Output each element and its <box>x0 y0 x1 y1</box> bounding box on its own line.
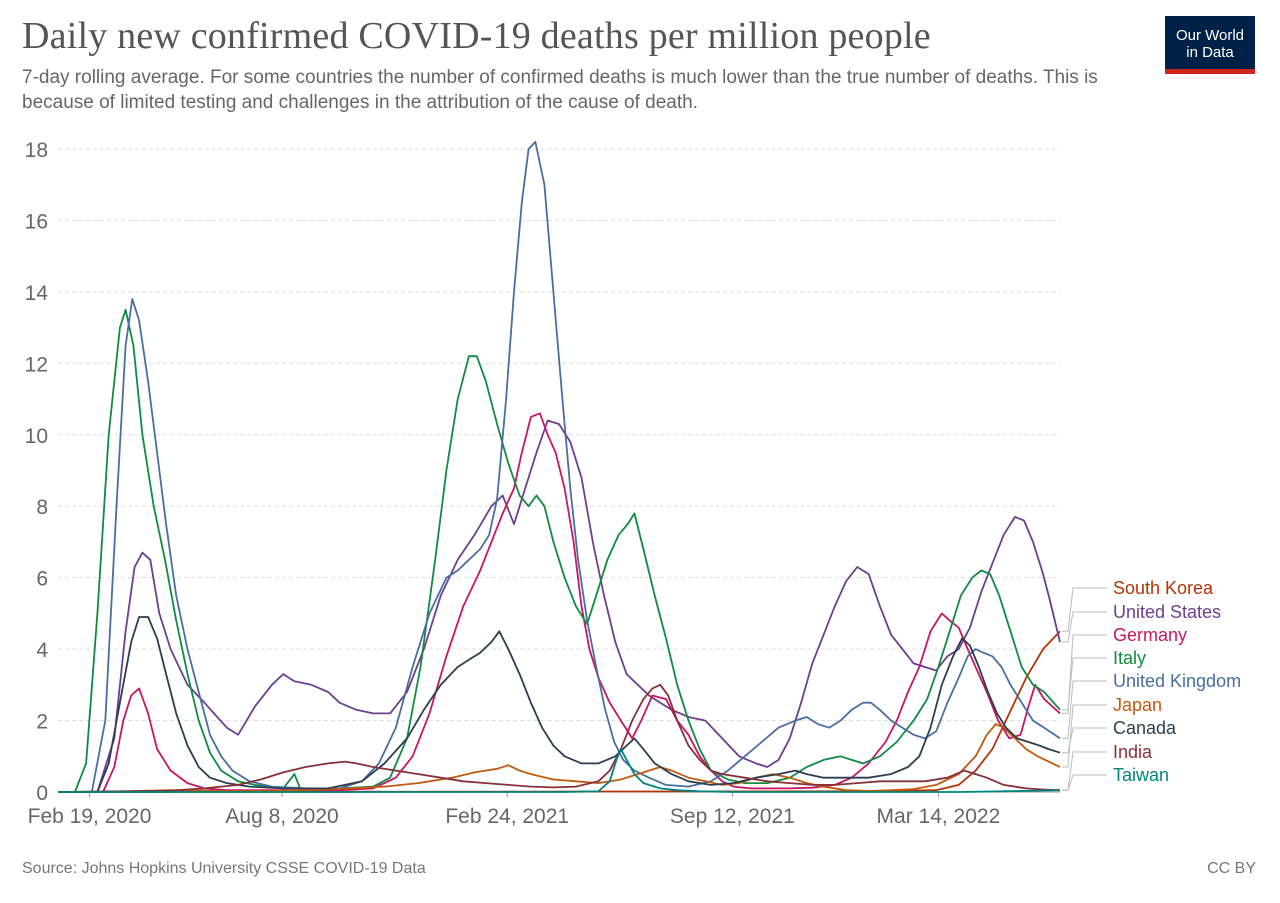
series-label-canada[interactable]: Canada <box>1113 718 1177 738</box>
y-tick-label: 12 <box>25 353 48 376</box>
x-tick-label: Mar 14, 2022 <box>877 805 1001 828</box>
series-line-germany[interactable] <box>58 412 1061 793</box>
label-connector <box>1062 587 1107 632</box>
x-axis: Feb 19, 2020 Aug 8, 2020 Feb 24, 2021 Sep 1… <box>28 791 1060 828</box>
chart-subtitle: 7-day rolling average. For some countrie… <box>22 67 1098 113</box>
series-line-united-kingdom[interactable] <box>58 141 1061 793</box>
series-line-taiwan[interactable] <box>58 748 1061 793</box>
series-label-japan[interactable]: Japan <box>1113 695 1162 715</box>
series-label-united-kingdom[interactable]: United Kingdom <box>1113 671 1241 691</box>
series-line-south-korea[interactable] <box>57 630 1061 793</box>
source-note: Source: Johns Hopkins University CSSE CO… <box>22 860 426 877</box>
y-tick-label: 6 <box>36 568 48 591</box>
label-connector <box>1062 611 1107 643</box>
series-label-south-korea[interactable]: South Korea <box>1113 578 1214 598</box>
logo-line-1: Our World <box>1175 27 1245 44</box>
series-label-italy[interactable]: Italy <box>1113 648 1146 668</box>
y-axis: 0 2 4 6 8 10 12 14 16 18 <box>25 139 49 805</box>
logo-line-2: in Data <box>1186 44 1234 61</box>
series-label-taiwan[interactable]: Taiwan <box>1113 765 1169 785</box>
label-connector <box>1062 774 1107 791</box>
x-tick-label: Sep 12, 2021 <box>670 805 795 828</box>
series-label-united-states[interactable]: United States <box>1113 602 1221 622</box>
y-tick-label: 14 <box>25 282 49 305</box>
legend-labels: South Korea United States Germany Italy Unit… <box>1062 578 1241 791</box>
series-line-united-states[interactable] <box>58 419 1061 793</box>
label-connector <box>1062 634 1107 714</box>
y-tick-label: 0 <box>36 782 48 805</box>
series-line-japan[interactable] <box>57 723 1061 793</box>
y-tick-label: 16 <box>25 210 48 233</box>
series-label-germany[interactable]: Germany <box>1113 625 1187 645</box>
x-tick-label: Feb 19, 2020 <box>28 805 152 828</box>
chart-title: Daily new confirmed COVID-19 deaths per … <box>22 15 931 57</box>
license-link[interactable]: CC BY <box>1207 860 1256 877</box>
y-tick-label: 10 <box>25 425 48 448</box>
label-connector <box>1062 680 1107 739</box>
label-connector <box>1062 704 1107 768</box>
series-line-canada[interactable] <box>58 616 1061 793</box>
x-tick-label: Feb 24, 2021 <box>445 805 569 828</box>
series-lines <box>57 141 1061 793</box>
series-line-india[interactable] <box>57 683 1061 793</box>
label-connector <box>1062 657 1107 711</box>
y-tick-label: 2 <box>36 711 48 734</box>
y-tick-label: 18 <box>25 139 48 162</box>
grid-layer <box>58 148 1060 722</box>
owid-logo[interactable]: Our World in Data <box>1165 16 1255 74</box>
y-tick-label: 8 <box>36 496 48 519</box>
y-tick-label: 4 <box>36 639 48 662</box>
x-tick-label: Aug 8, 2020 <box>225 805 338 828</box>
series-label-india[interactable]: India <box>1113 742 1153 762</box>
series-line-italy[interactable] <box>58 308 1061 793</box>
label-connector <box>1062 727 1107 754</box>
